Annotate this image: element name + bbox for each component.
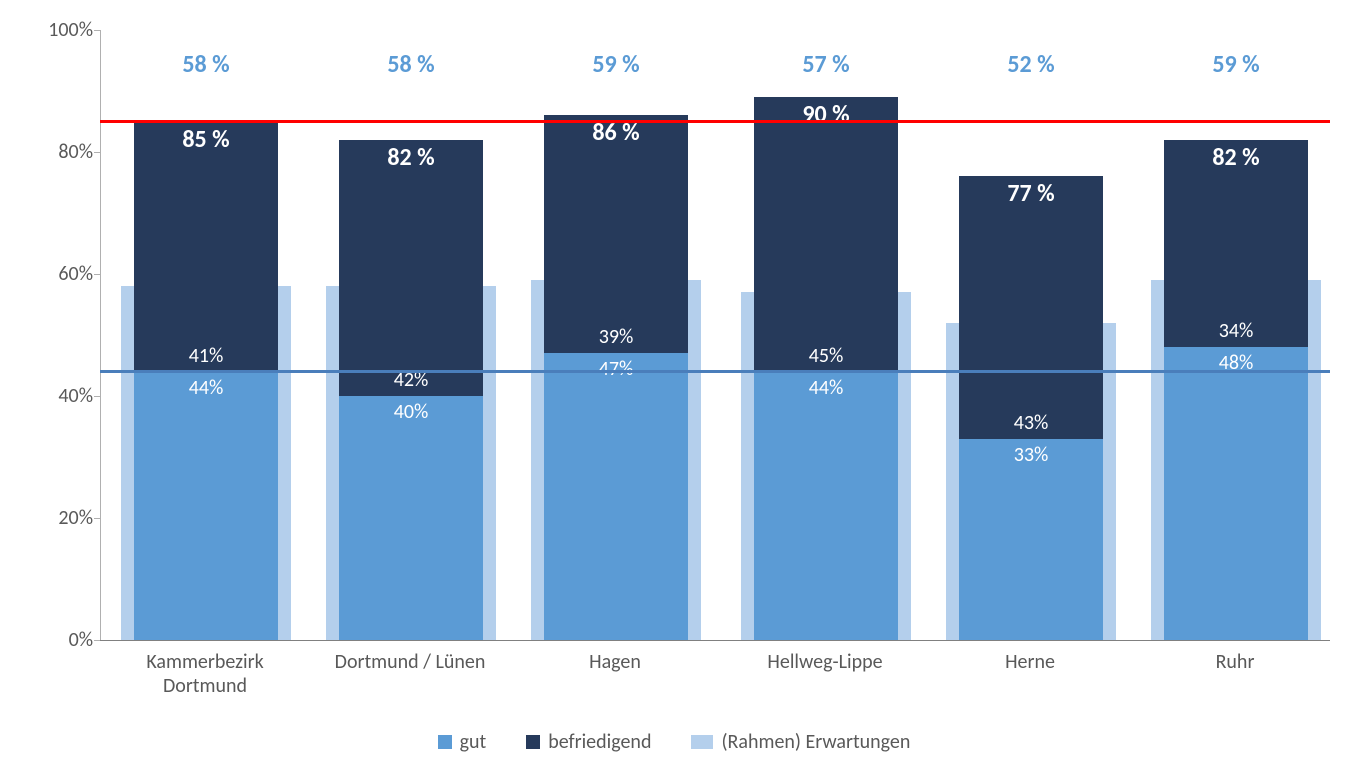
legend-swatch-erwartungen <box>691 735 713 749</box>
y-tick-label: 80% <box>58 140 93 164</box>
label-gut: 40% <box>394 400 429 424</box>
bar-gut <box>339 396 483 640</box>
legend-label: befriedigend <box>548 730 651 754</box>
label-sum: 85 % <box>182 125 229 154</box>
chart-container: 0% 20% 40% 60% 80% 100% 44% 41% 85 % 58 % 40… <box>0 0 1348 780</box>
label-erwartungen: 58 % <box>182 50 229 79</box>
bar-gut <box>134 372 278 640</box>
label-sum: 90 % <box>802 100 849 129</box>
label-befriedigend: 39% <box>599 325 634 349</box>
legend-swatch-befriedigend <box>526 735 540 749</box>
label-sum: 77 % <box>1007 179 1054 208</box>
y-tick-label: 100% <box>48 18 93 42</box>
x-axis-label: Kammerbezirk Dortmund <box>103 650 308 698</box>
x-axis-line <box>100 640 1330 641</box>
label-sum: 82 % <box>1212 143 1259 172</box>
label-befriedigend: 34% <box>1219 319 1254 343</box>
label-erwartungen: 58 % <box>387 50 434 79</box>
bar-gut <box>544 353 688 640</box>
reference-line <box>100 120 1330 123</box>
x-axis-label: Dortmund / Lünen <box>308 650 513 674</box>
bar-befriedigend <box>959 176 1103 438</box>
x-axis-label: Hagen <box>513 650 718 674</box>
legend-swatch-gut <box>438 735 452 749</box>
label-erwartungen: 57 % <box>802 50 849 79</box>
label-gut: 44% <box>189 376 224 400</box>
bar-befriedigend <box>134 122 278 372</box>
bar-befriedigend <box>544 115 688 353</box>
label-befriedigend: 45% <box>809 344 844 368</box>
label-erwartungen: 59 % <box>592 50 639 79</box>
legend-label: gut <box>460 730 487 754</box>
x-axis-label: Hellweg-Lippe <box>723 650 928 674</box>
legend-label: (Rahmen) Erwartungen <box>721 730 910 754</box>
label-erwartungen: 52 % <box>1007 50 1054 79</box>
label-befriedigend: 41% <box>189 344 224 368</box>
reference-line <box>100 370 1330 373</box>
label-befriedigend: 43% <box>1014 411 1049 435</box>
bar-befriedigend <box>754 97 898 372</box>
legend: gut befriedigend (Rahmen) Erwartungen <box>0 730 1348 754</box>
label-gut: 33% <box>1014 443 1049 467</box>
x-axis-label: Herne <box>928 650 1133 674</box>
label-erwartungen: 59 % <box>1212 50 1259 79</box>
bar-gut <box>754 372 898 640</box>
bar-gut <box>1164 347 1308 640</box>
bar-gut <box>959 439 1103 640</box>
label-gut: 44% <box>809 376 844 400</box>
legend-item-befriedigend: befriedigend <box>526 730 651 754</box>
y-tick-label: 20% <box>58 506 93 530</box>
legend-item-gut: gut <box>438 730 487 754</box>
y-tick-label: 60% <box>58 262 93 286</box>
label-sum: 82 % <box>387 143 434 172</box>
y-tick-label: 0% <box>69 628 93 652</box>
x-axis-label: Ruhr <box>1133 650 1338 674</box>
legend-item-erwartungen: (Rahmen) Erwartungen <box>691 730 910 754</box>
bar-befriedigend <box>339 140 483 396</box>
y-tick-label: 40% <box>58 384 93 408</box>
